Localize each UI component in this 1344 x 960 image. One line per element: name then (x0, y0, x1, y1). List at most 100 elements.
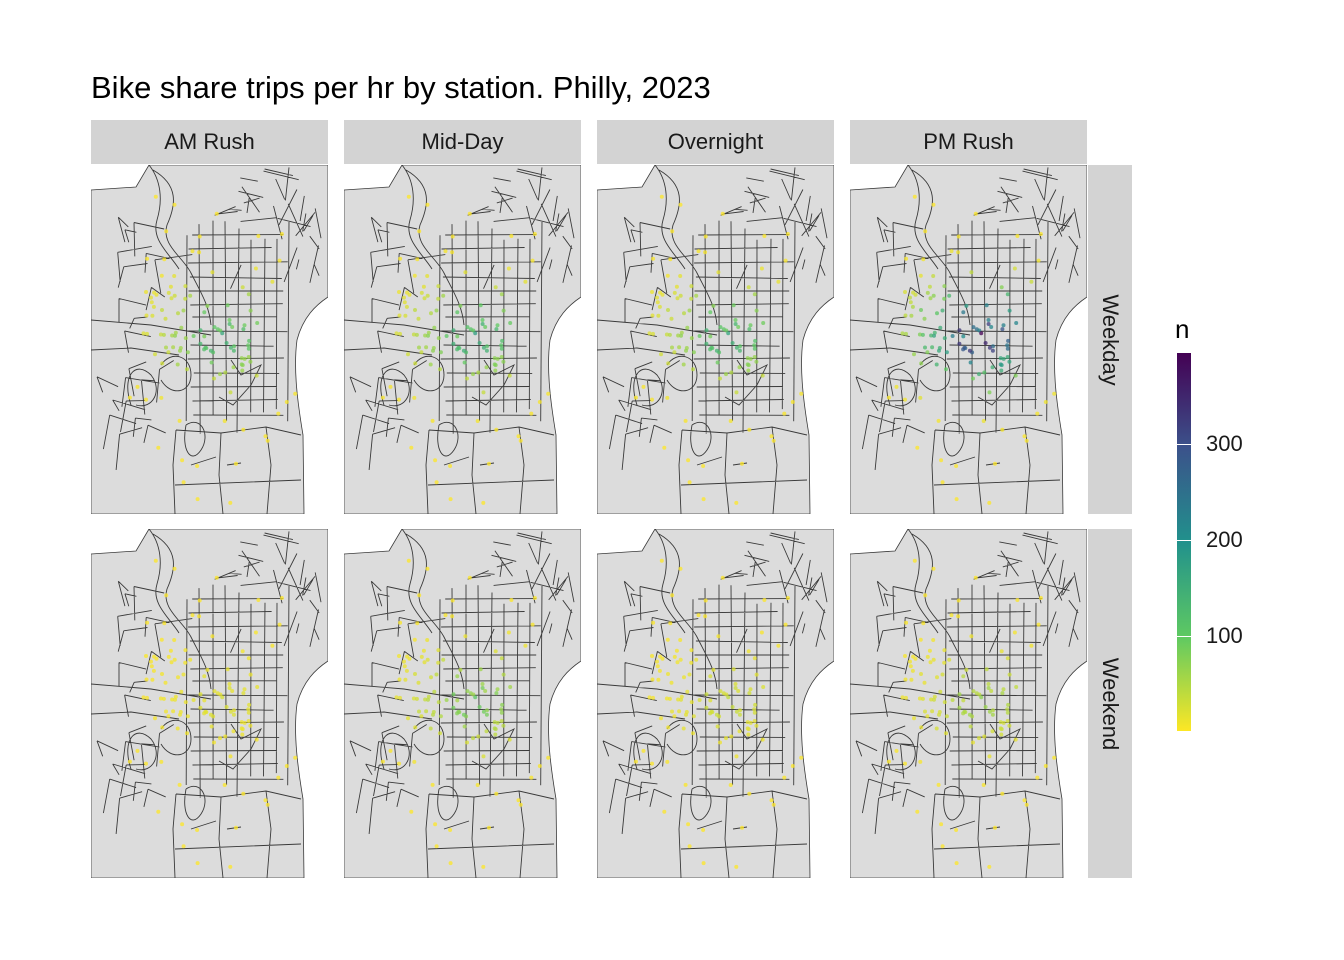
station-point (158, 696, 163, 701)
station-point (919, 725, 924, 730)
station-point (932, 697, 936, 702)
station-point (738, 344, 742, 349)
station-point (782, 775, 787, 780)
station-point (394, 331, 399, 336)
station-point (900, 331, 905, 336)
station-point (678, 202, 683, 207)
station-point (426, 697, 430, 702)
station-point (724, 328, 729, 333)
station-point (530, 622, 535, 627)
station-point (168, 284, 173, 289)
station-point (747, 791, 752, 796)
station-point (659, 194, 664, 199)
station-point (180, 822, 185, 827)
station-point (904, 620, 909, 625)
land-area (597, 529, 834, 878)
station-point (413, 725, 418, 730)
station-point (228, 864, 233, 869)
station-point (1038, 596, 1043, 600)
station-point (659, 352, 663, 357)
station-point (658, 654, 663, 659)
station-point (724, 692, 729, 697)
map-svg (344, 165, 581, 514)
station-point (984, 667, 989, 672)
station-point (981, 419, 986, 423)
station-point (981, 783, 986, 787)
station-point (662, 445, 667, 450)
facet-strip-weekday: Weekday (1088, 165, 1132, 514)
station-point (979, 331, 984, 336)
station-point (950, 334, 955, 338)
station-point (667, 696, 672, 701)
station-point (242, 720, 247, 725)
station-point (982, 734, 987, 739)
station-point (428, 362, 433, 367)
station-point (932, 330, 937, 335)
station-point (956, 614, 961, 619)
station-point (223, 734, 228, 739)
station-point (657, 668, 662, 673)
station-point (450, 614, 455, 619)
station-point (708, 711, 713, 716)
station-point (246, 710, 251, 715)
station-point (397, 290, 401, 294)
station-point (242, 687, 247, 692)
station-point (679, 333, 683, 338)
station-point (166, 654, 171, 659)
station-point (675, 660, 680, 665)
station-point (172, 202, 177, 207)
station-point (726, 331, 731, 336)
station-point (397, 677, 402, 682)
station-point (681, 726, 686, 731)
station-point (954, 497, 959, 502)
station-point (691, 731, 695, 736)
station-point (930, 709, 935, 714)
station-point (481, 500, 486, 505)
station-point (190, 249, 195, 254)
station-point (982, 370, 987, 375)
station-point (676, 697, 681, 702)
census-tract-boundaries (344, 529, 575, 878)
station-point (279, 596, 284, 600)
station-point (1024, 802, 1029, 807)
station-point (918, 637, 923, 642)
map-svg (850, 529, 1087, 878)
station-point (218, 372, 222, 377)
station-point (938, 689, 943, 694)
station-point (708, 347, 713, 352)
station-point (422, 296, 427, 301)
station-point (518, 802, 523, 807)
station-point (179, 689, 184, 694)
station-point (546, 391, 551, 396)
station-point (508, 685, 513, 689)
land-area (344, 529, 581, 878)
station-point (223, 370, 228, 375)
station-point (422, 660, 427, 665)
station-point (419, 654, 424, 659)
station-point (485, 344, 489, 349)
station-point (718, 325, 723, 330)
station-point (734, 345, 739, 350)
station-point (471, 372, 475, 377)
station-point (915, 809, 920, 814)
station-point (986, 322, 991, 326)
station-point (650, 677, 655, 682)
station-point (908, 659, 912, 664)
station-point (718, 376, 722, 381)
station-point (413, 308, 417, 312)
map-panel-weekend-mid-day (344, 529, 581, 878)
station-point (990, 729, 995, 734)
station-point (689, 700, 694, 705)
station-point (168, 648, 173, 653)
station-point (493, 285, 498, 290)
station-point (198, 328, 203, 333)
station-point (921, 257, 926, 262)
station-point (954, 828, 959, 832)
station-point (441, 657, 446, 662)
station-point (425, 202, 430, 207)
station-point (208, 712, 213, 717)
station-point (227, 318, 232, 322)
station-point (414, 332, 419, 337)
station-point (293, 755, 298, 760)
station-point (991, 708, 995, 713)
